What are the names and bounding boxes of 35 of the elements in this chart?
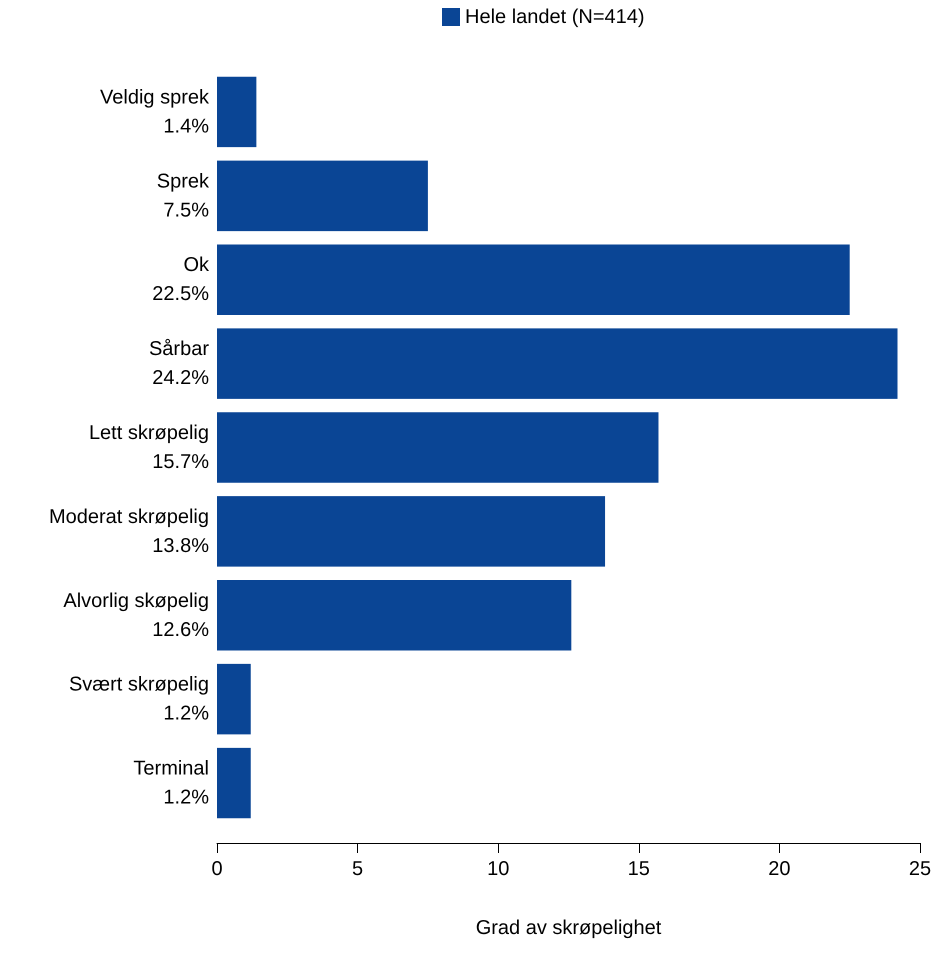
- y-tick-label: Terminal: [133, 758, 209, 780]
- bar: [217, 748, 251, 818]
- bar: [217, 664, 251, 734]
- bar: [217, 160, 428, 232]
- legend-label: Hele landet (N=414): [465, 6, 645, 28]
- y-tick-label: Svært skrøpelig: [68, 674, 209, 696]
- x-axis-title: Grad av skrøpelighet: [476, 917, 662, 939]
- y-tick-label: Lett skrøpelig: [88, 422, 209, 444]
- data-label: 22.5%: [152, 283, 210, 306]
- y-tick-label: Alvorlig skøpelig: [63, 590, 209, 612]
- bar: [217, 496, 606, 567]
- y-tick-label: Ok: [183, 254, 210, 276]
- x-tick-label: 10: [487, 858, 510, 880]
- y-tick-label: Sprek: [156, 170, 210, 192]
- data-label: 15.7%: [152, 451, 210, 473]
- x-tick-label: 0: [211, 858, 223, 880]
- x-tick-label: 25: [908, 858, 932, 880]
- data-label: 7.5%: [163, 199, 210, 222]
- data-label: 1.2%: [163, 786, 210, 809]
- bar: [217, 244, 850, 315]
- data-label: 24.2%: [152, 367, 210, 390]
- data-label: 12.6%: [152, 618, 210, 641]
- bar: [217, 76, 256, 148]
- bar: [217, 412, 658, 483]
- x-tick-label: 15: [628, 858, 650, 880]
- y-tick-label: Sårbar: [148, 338, 210, 360]
- x-tick-label: 20: [768, 858, 791, 880]
- y-tick-label: Moderat skrøpelig: [48, 506, 209, 528]
- x-tick-label: 5: [352, 858, 364, 880]
- data-label: 13.8%: [152, 534, 210, 557]
- bar: [217, 580, 572, 651]
- bar: [217, 328, 898, 399]
- data-label: 1.2%: [163, 702, 210, 725]
- data-label: 1.4%: [163, 115, 210, 138]
- y-tick-label: Veldig sprek: [100, 86, 210, 108]
